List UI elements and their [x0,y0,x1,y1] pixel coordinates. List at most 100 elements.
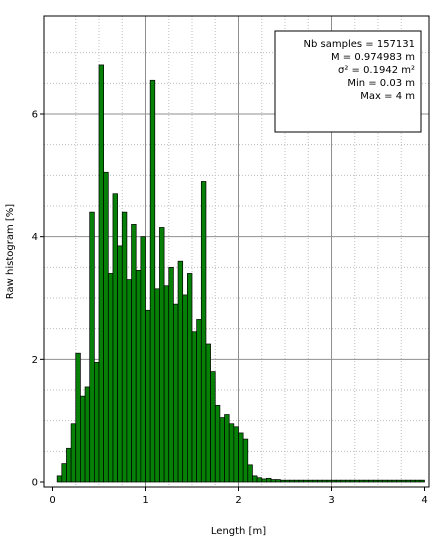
histogram-bar [145,309,151,483]
histogram-bar [400,479,407,483]
histogram-bar [173,303,179,483]
histogram-bar [191,331,198,483]
histogram-bar [107,273,114,483]
histogram-bar [242,438,249,483]
histogram-bar [159,227,165,483]
histogram-bar [84,386,91,483]
histogram-bar [219,417,225,483]
x-tick-label: 2 [235,495,241,506]
histogram-bar [270,479,277,483]
axis-ticks: 0 1 2 3 4 0 2 4 6 [32,110,428,507]
histogram-bar [238,432,244,483]
plot-frame [43,15,430,488]
histogram-bar [126,279,132,483]
histogram-bar [293,479,300,483]
stats-line: σ² = 0.1942 m² [338,65,415,76]
histogram-bar [312,479,318,483]
histogram-bar [247,464,253,483]
histogram-bar [373,479,379,483]
histogram-bar [391,479,397,483]
histogram-bar [98,64,105,483]
histogram-bar [335,479,342,483]
histogram-bar [135,270,142,483]
histogram-bar [307,479,314,483]
histogram-bar [326,479,332,483]
y-tick-label: 0 [32,478,38,489]
stats-box: Nb samples = 157131 M = 0.974983 m σ² = 0.… [274,30,422,133]
histogram-bar [256,477,263,483]
x-tick-label: 4 [421,495,427,506]
histogram-bar [266,477,272,483]
x-axis-label: Length [m] [211,526,266,537]
histogram-bar [345,479,351,483]
histogram-bar [177,260,184,483]
histogram-bar [205,343,211,483]
stats-line: Nb samples = 157131 [304,39,415,50]
histogram-bar [103,171,109,483]
histogram-bar [349,479,356,483]
histogram-bar [321,479,328,483]
y-tick-label: 2 [32,355,38,366]
histogram-bar [386,479,393,483]
histogram-bar [228,423,235,483]
histogram-bar [340,479,346,483]
histogram-bar [233,426,239,483]
x-tick-label: 3 [328,495,334,506]
x-tick-label: 1 [142,495,148,506]
stats-line: Max = 4 m [360,91,415,102]
bars [56,64,425,483]
histogram-bar [140,236,146,483]
histogram-bar [66,447,72,483]
histogram-bar [149,79,156,483]
histogram-bar [224,414,230,483]
histogram-bar [359,479,365,483]
histogram-bar [396,479,402,483]
y-tick-label: 6 [32,110,38,121]
histogram-bar [382,479,388,483]
histogram-bar [117,245,123,483]
histogram-bar [187,273,193,483]
histogram-bar [196,319,202,483]
y-tick-label: 4 [32,232,38,243]
histogram-bar [368,479,374,483]
histogram-bar [182,294,188,483]
histogram-bar [419,479,425,483]
histogram-bar [331,479,337,483]
histogram-bar [80,395,86,483]
histogram-bar [303,479,309,483]
histogram-bar [298,479,304,483]
histogram-bar [200,181,207,483]
histogram-bar [405,479,411,483]
histogram-bar [354,479,360,483]
histogram-bar [377,479,384,483]
histogram-bar [75,352,81,483]
stats-line: M = 0.974983 m [331,52,415,63]
y-axis-label: Raw histogram [%] [5,204,16,299]
histogram-bar [93,362,100,483]
histogram-bar [70,423,77,483]
histogram-bar [414,479,421,483]
histogram-bar [89,211,95,483]
histogram-bar [56,475,63,483]
histogram-bar [261,478,267,483]
histogram-bar [61,463,67,483]
histogram-bar [210,371,216,483]
histogram-bar [214,404,221,483]
stats-line: Min = 0.03 m [347,78,415,89]
histogram-bar [252,475,258,483]
histogram-bar [363,479,370,483]
x-tick-label: 0 [49,495,55,506]
histogram-bar [410,479,416,483]
histogram-bar [121,211,128,483]
histogram-bar [168,266,174,483]
stats-box-frame [274,30,422,133]
histogram-bar [131,224,137,483]
histogram-bar [289,479,295,483]
histogram-bar [317,479,323,483]
histogram-bar [280,479,286,483]
histogram-bar [112,193,118,483]
histogram-bar [284,479,291,483]
histogram-bar [275,479,281,483]
histogram-bar [163,285,170,483]
